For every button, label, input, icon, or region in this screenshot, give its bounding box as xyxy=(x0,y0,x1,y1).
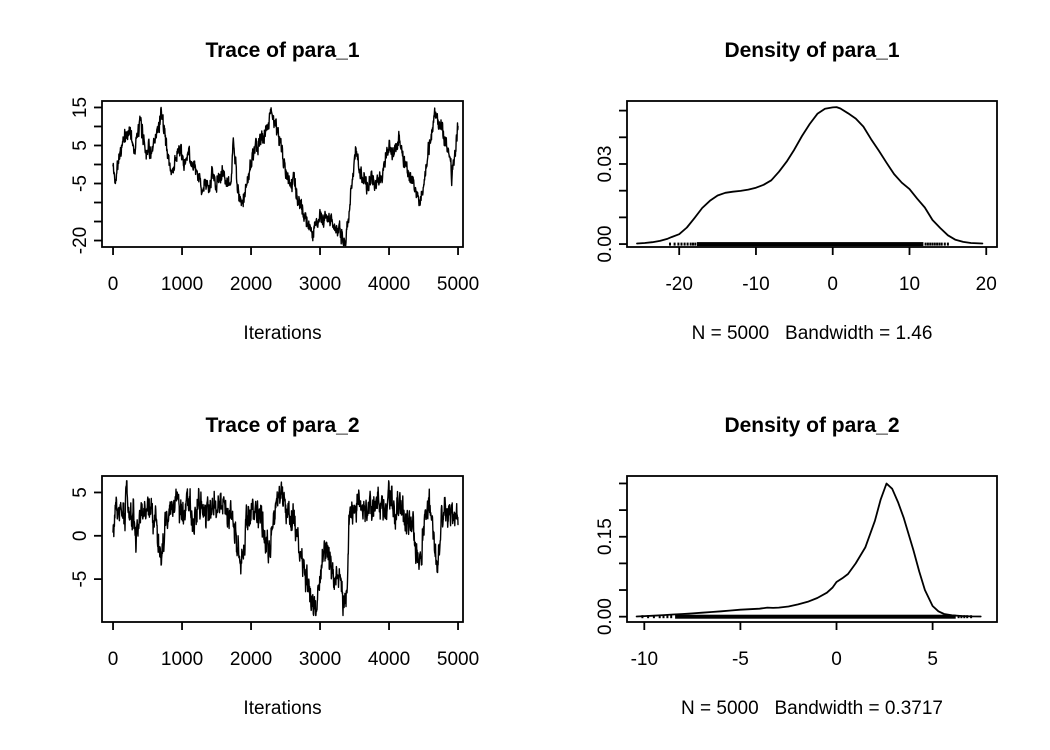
svg-text:3000: 3000 xyxy=(299,274,341,295)
svg-text:5: 5 xyxy=(70,487,91,498)
density-para-2-plot: -10 -5 0 5 0.00 0.15 xyxy=(595,475,998,670)
panel-density-para-1: -20 -10 0 10 20 0.00 0.03 Density of para_1 N … xyxy=(525,0,1050,375)
svg-text:-5: -5 xyxy=(732,649,749,670)
svg-text:0: 0 xyxy=(108,649,119,670)
svg-text:2000: 2000 xyxy=(230,649,272,670)
svg-text:3000: 3000 xyxy=(299,649,341,670)
x-axis-label: Iterations xyxy=(243,698,322,719)
svg-text:4000: 4000 xyxy=(368,649,410,670)
svg-text:0: 0 xyxy=(108,274,119,295)
svg-text:1000: 1000 xyxy=(161,274,203,295)
svg-text:0.03: 0.03 xyxy=(595,146,616,183)
svg-text:0: 0 xyxy=(831,649,842,670)
svg-text:5000: 5000 xyxy=(437,274,479,295)
panel-title: Trace of para_1 xyxy=(205,39,360,62)
svg-text:-20: -20 xyxy=(70,227,91,254)
svg-text:0.15: 0.15 xyxy=(595,518,616,555)
density-caption: N = 5000 Bandwidth = 0.3717 xyxy=(681,698,943,719)
panel-title: Density of para_2 xyxy=(724,414,900,437)
panel-trace-para-1: 0 1000 2000 3000 4000 5000 15 5 -5 -20 Trace of p… xyxy=(0,0,525,375)
svg-text:4000: 4000 xyxy=(368,274,410,295)
svg-text:5: 5 xyxy=(70,140,91,151)
density-caption: N = 5000 Bandwidth = 1.46 xyxy=(691,323,933,344)
svg-text:5: 5 xyxy=(927,649,938,670)
panel-title: Density of para_1 xyxy=(724,39,900,62)
panel-trace-para-2: 0 1000 2000 3000 4000 5000 5 0 -5 Trace of para_… xyxy=(0,375,525,750)
svg-text:15: 15 xyxy=(70,97,91,118)
svg-text:-5: -5 xyxy=(70,175,91,192)
density-para-1-plot: -20 -10 0 10 20 0.00 0.03 xyxy=(595,100,998,295)
panel-density-para-2: -10 -5 0 5 0.00 0.15 Density of para_2 N = 50… xyxy=(525,375,1050,750)
svg-text:-10: -10 xyxy=(631,649,658,670)
svg-text:5000: 5000 xyxy=(437,649,479,670)
svg-text:0: 0 xyxy=(827,274,838,295)
svg-text:1000: 1000 xyxy=(161,649,203,670)
svg-text:2000: 2000 xyxy=(230,274,272,295)
svg-text:10: 10 xyxy=(899,274,920,295)
x-axis-label: Iterations xyxy=(243,323,322,344)
svg-text:-10: -10 xyxy=(742,274,769,295)
trace-para-2-plot: 0 1000 2000 3000 4000 5000 5 0 -5 xyxy=(70,475,479,670)
trace-para-1-plot: 0 1000 2000 3000 4000 5000 15 5 -5 -20 xyxy=(70,97,479,295)
svg-text:0: 0 xyxy=(70,531,91,542)
svg-text:-20: -20 xyxy=(665,274,692,295)
svg-text:20: 20 xyxy=(976,274,997,295)
svg-text:0.00: 0.00 xyxy=(595,226,616,263)
panel-title: Trace of para_2 xyxy=(205,414,360,437)
svg-text:0.00: 0.00 xyxy=(595,598,616,635)
svg-text:-5: -5 xyxy=(70,571,91,588)
